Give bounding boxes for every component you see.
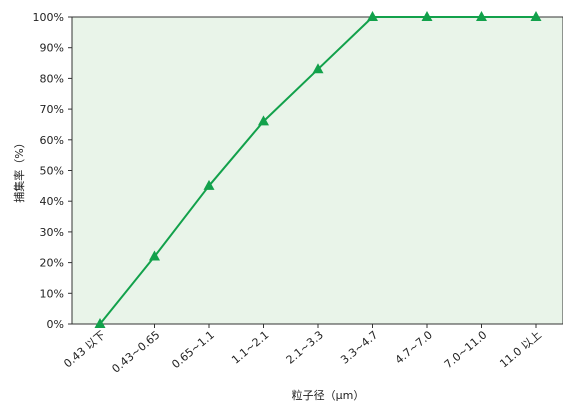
data-point-marker: [367, 11, 378, 21]
x-axis-ticks: 0.43 以下 0.43~0.65 0.65~1.1 1.1~2.1 2.1~3.3 3.…: [61, 324, 544, 376]
data-point-marker: [149, 250, 160, 261]
series-markers: [94, 11, 542, 328]
x-tick-label: 0.43 以下: [61, 328, 108, 370]
y-tick-label: 80%: [40, 72, 64, 85]
y-tick-label: 60%: [40, 134, 64, 147]
x-tick-label: 7.0~11.0: [442, 328, 490, 371]
y-tick-label: 20%: [40, 257, 64, 270]
y-tick-label: 70%: [40, 103, 64, 116]
y-tick-label: 50%: [40, 165, 64, 178]
plot-area: [71, 16, 563, 325]
data-point-marker: [312, 63, 324, 74]
x-axis-label: 粒子径（μm）: [292, 388, 365, 402]
data-point-marker: [203, 179, 215, 190]
y-tick-label: 30%: [40, 226, 64, 239]
y-tick-label: 40%: [40, 195, 64, 208]
data-point-marker: [421, 11, 433, 21]
y-axis-ticks: 0% 10% 20% 30% 40% 50% 60% 70% 80% 90% 100%: [33, 11, 72, 331]
x-tick-label: 11.0 以上: [497, 328, 544, 370]
x-tick-label: 4.7~7.0: [393, 328, 435, 366]
y-tick-label: 0%: [47, 318, 64, 331]
y-tick-label: 90%: [40, 42, 64, 55]
data-point-marker: [530, 11, 542, 21]
x-tick-label: 0.65~1.1: [169, 328, 217, 371]
y-tick-label: 10%: [40, 287, 64, 300]
data-point-marker: [258, 115, 269, 126]
x-tick-label: 3.3~4.7: [338, 328, 380, 366]
x-tick-label: 0.43~0.65: [109, 328, 162, 375]
x-tick-label: 1.1~2.1: [229, 328, 271, 366]
data-point-marker: [94, 318, 106, 328]
y-axis-label: 捕集率（%）: [12, 137, 26, 202]
data-point-marker: [476, 11, 487, 21]
y-tick-label: 100%: [33, 11, 64, 24]
x-tick-label: 2.1~3.3: [284, 328, 326, 366]
